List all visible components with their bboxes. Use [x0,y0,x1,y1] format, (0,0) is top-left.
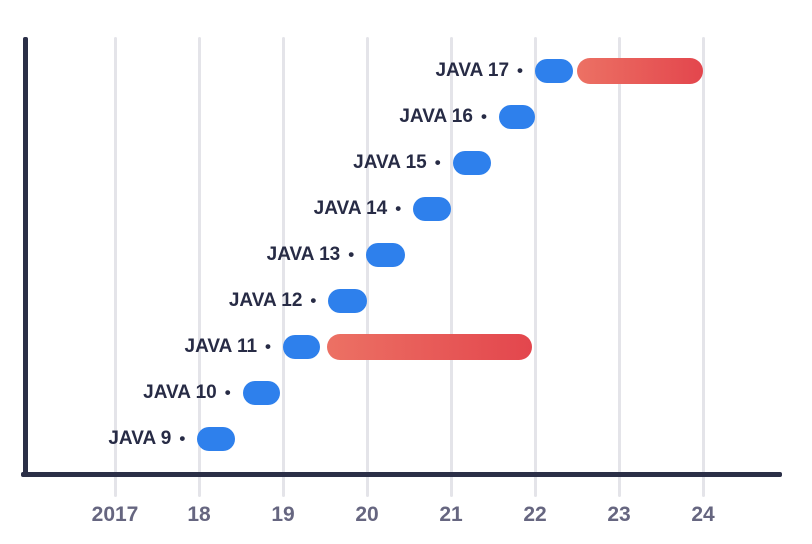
row-label-group-java-16: JAVA 16 • [399,104,487,130]
row-label-java-10: JAVA 10 [143,382,217,403]
bullet-separator-icon: • [224,383,231,402]
bullet-separator-icon: • [517,61,523,80]
row-label-java-13: JAVA 13 [266,244,341,265]
bullet-separator-icon: • [395,199,402,218]
gridline-2024 [701,37,705,497]
row-label-java-15: JAVA 15 [353,152,427,173]
bar-java-11-release [283,335,320,359]
x-tick-label-2023: 23 [607,503,631,526]
row-label-java-17: JAVA 17 [435,60,510,81]
row-label-group-java-15: JAVA 15 • [353,150,441,176]
bar-java-14-release [413,197,451,221]
row-label-java-16: JAVA 16 [399,106,473,127]
bullet-separator-icon: • [348,245,355,264]
bullet-separator-icon: • [310,291,317,310]
bullet-separator-icon: • [480,107,487,126]
row-label-group-java-11: JAVA 11 • [185,334,271,360]
row-label-group-java-9: JAVA 9 • [108,426,185,452]
x-tick-label-2022: 22 [523,503,547,526]
bar-java-17-release [535,59,573,83]
row-label-java-9: JAVA 9 [108,428,172,449]
x-tick-label-2021: 21 [439,503,463,526]
bar-java-12-release [328,289,367,313]
row-label-group-java-17: JAVA 17 • [435,58,523,84]
row-label-group-java-12: JAVA 12 • [229,288,317,314]
bullet-separator-icon: • [434,153,441,172]
x-axis-line [21,472,782,477]
gridline-2021 [449,37,453,497]
x-tick-label-2018: 18 [187,503,211,526]
gridline-2022 [533,37,537,497]
row-label-java-11: JAVA 11 [184,336,258,357]
gridline-2020 [365,37,369,497]
row-label-java-12: JAVA 12 [228,290,303,311]
row-label-group-java-13: JAVA 13 • [267,242,355,268]
bar-java-13-release [366,243,405,267]
bar-java-17-extended-support [577,58,703,84]
bar-java-16-release [498,105,535,129]
bullet-separator-icon: • [265,337,271,356]
row-label-group-java-10: JAVA 10 • [143,380,231,406]
bar-java-11-extended-support [326,334,533,360]
gridline-2019 [281,37,285,497]
bullet-separator-icon: • [179,429,186,448]
bar-java-10-release [242,381,280,405]
bar-java-15-release [452,151,492,175]
y-axis-line [23,37,28,477]
x-tick-label-2019: 19 [271,503,295,526]
gridline-2017 [113,37,117,497]
row-label-group-java-14: JAVA 14 • [314,196,402,222]
row-label-java-14: JAVA 14 [313,198,388,219]
x-tick-label-2017: 2017 [91,503,139,526]
x-tick-label-2024: 24 [691,503,715,526]
bar-java-9-release [197,427,236,451]
gridline-2023 [617,37,621,497]
gridline-2018 [197,37,201,497]
x-tick-label-2020: 20 [355,503,379,526]
